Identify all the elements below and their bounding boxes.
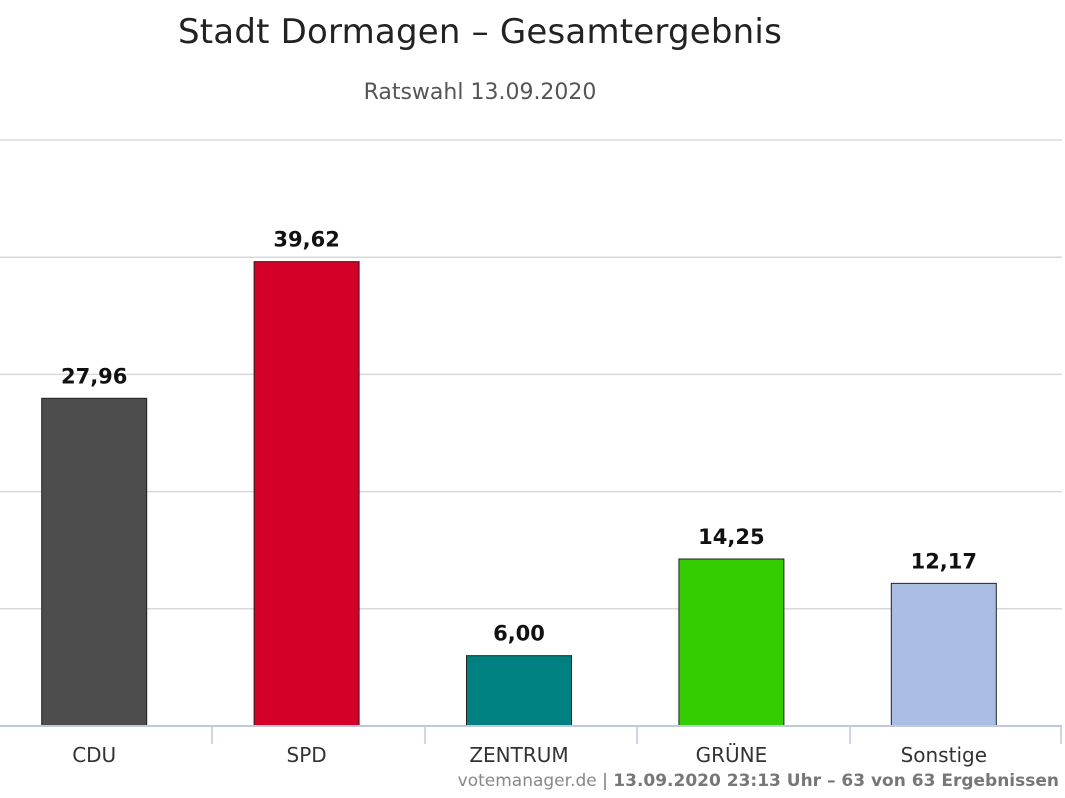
data-label: 12,17 bbox=[911, 549, 977, 573]
footer-source: votemanager.de | 13.09.2020 23:13 Uhr – … bbox=[458, 771, 1059, 791]
data-label: 6,00 bbox=[493, 622, 545, 646]
x-tick-label: CDU bbox=[72, 743, 116, 767]
bar-cdu bbox=[41, 397, 148, 727]
bars bbox=[41, 261, 997, 727]
footer-separator: | bbox=[596, 771, 614, 791]
chart-subtitle: Ratswahl 13.09.2020 bbox=[363, 80, 597, 105]
data-label: 39,62 bbox=[273, 228, 339, 252]
x-tick-label: ZENTRUM bbox=[469, 743, 568, 767]
data-label: 27,96 bbox=[61, 364, 127, 388]
x-tick-label: Sonstige bbox=[901, 743, 987, 767]
x-tick-label: SPD bbox=[287, 743, 327, 767]
bar-spd bbox=[253, 261, 360, 727]
bar-grüne bbox=[678, 558, 785, 727]
grid-lines bbox=[0, 139, 1062, 610]
x-axis bbox=[0, 725, 1062, 744]
footer-info: 13.09.2020 23:13 Uhr – 63 von 63 Ergebni… bbox=[613, 771, 1059, 791]
data-label: 14,25 bbox=[698, 525, 764, 549]
bar-zentrum bbox=[466, 655, 572, 727]
x-tick-label: GRÜNE bbox=[696, 743, 768, 767]
bar-sonstige bbox=[890, 582, 997, 727]
labels: 27,96 CDU 39,62 SPD 6,00 ZENTRUM 14,25 GRÜNE 12,… bbox=[61, 228, 987, 767]
chart-title: Stadt Dormagen – Gesamtergebnis bbox=[177, 12, 782, 52]
footer-site[interactable]: votemanager.de bbox=[457, 771, 597, 791]
